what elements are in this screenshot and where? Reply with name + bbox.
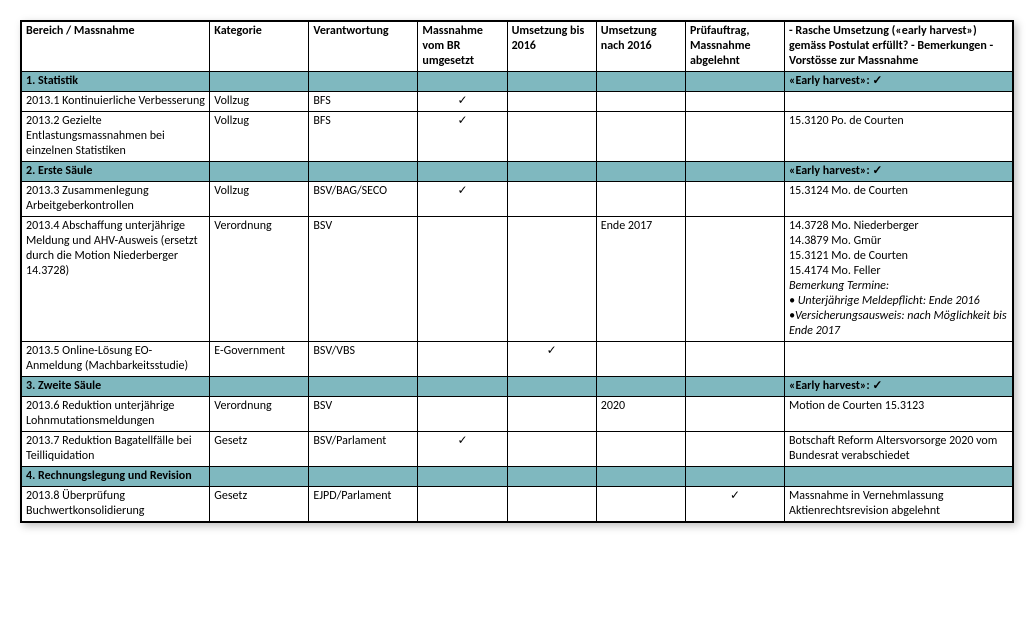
rem-em: • Unterjährige Meldepflicht: Ende 2016 [789,294,980,308]
col-kategorie: Kategorie [210,22,309,72]
section-remark: «Early harvest»: ✓ [785,72,1013,92]
cell-remark: 15.3124 Mo. de Courten [785,182,1013,217]
table-row: 2013.4 Abschaffung unterjährige Meldung … [22,217,1013,342]
table-row: 2013.6 Reduktion unterjährige Lohnmutati… [22,397,1013,432]
cell-check: ✓ [418,182,507,217]
cell-massnahme: 2013.3 Zusammenlegung Arbeitgeberkontrol… [22,182,210,217]
cell-check: ✓ [418,432,507,467]
rem-line: 15.4174 Mo. Feller [789,264,881,278]
col-abgelehnt: Prüfauftrag, Massnahme abgelehnt [685,22,784,72]
table-row: 2013.1 Kontinuierliche Verbesserung Voll… [22,92,1013,112]
section-remark [785,467,1013,487]
cell-massnahme: 2013.1 Kontinuierliche Verbesserung [22,92,210,112]
cell-remark [785,92,1013,112]
cell-massnahme: 2013.6 Reduktion unterjährige Lohnmutati… [22,397,210,432]
col-nach2016: Umsetzung nach 2016 [596,22,685,72]
cell-verantwortung: BSV/VBS [309,342,418,377]
cell-verantwortung: BSV/Parlament [309,432,418,467]
cell-kategorie: Gesetz [210,487,309,522]
cell-remark: Massnahme in Vernehmlassung Aktienrechts… [785,487,1013,522]
section-remark: «Early harvest»: ✓ [785,162,1013,182]
cell-remark: 14.3728 Mo. Niederberger 14.3879 Mo. Gmü… [785,217,1013,342]
table-row: 2013.5 Online-Lösung EO-Anmeldung (Machb… [22,342,1013,377]
cell-check: ✓ [507,342,596,377]
cell-verantwortung: BSV/BAG/SECO [309,182,418,217]
section-label: 4. Rechnungslegung und Revision [22,467,210,487]
cell-kategorie: Gesetz [210,432,309,467]
section-row: 3. Zweite Säule «Early harvest»: ✓ [22,377,1013,397]
cell-remark [785,342,1013,377]
section-label: 2. Erste Säule [22,162,210,182]
col-umgesetzt: Massnahme vom BR umgesetzt [418,22,507,72]
header-row: Bereich / Massnahme Kategorie Verantwort… [22,22,1013,72]
cell-kategorie: Vollzug [210,92,309,112]
section-row: 4. Rechnungslegung und Revision [22,467,1013,487]
cell-check: ✓ [685,487,784,522]
cell-kategorie: Verordnung [210,397,309,432]
cell-verantwortung: BFS [309,112,418,162]
rem-line: 14.3728 Mo. Niederberger [789,219,919,233]
section-remark: «Early harvest»: ✓ [785,377,1013,397]
section-label: 1. Statistik [22,72,210,92]
rem-line: 14.3879 Mo. Gmür [789,234,881,248]
col-verantwortung: Verantwortung [309,22,418,72]
cell-massnahme: 2013.4 Abschaffung unterjährige Meldung … [22,217,210,342]
cell-kategorie: Vollzug [210,112,309,162]
cell-massnahme: 2013.5 Online-Lösung EO-Anmeldung (Machb… [22,342,210,377]
cell-kategorie: Verordnung [210,217,309,342]
cell-remark: Botschaft Reform Altersvorsorge 2020 vom… [785,432,1013,467]
section-row: 1. Statistik «Early harvest»: ✓ [22,72,1013,92]
cell-remark: Motion de Courten 15.3123 [785,397,1013,432]
cell-massnahme: 2013.2 Gezielte Entlastungsmassnahmen be… [22,112,210,162]
cell-remark: 15.3120 Po. de Courten [785,112,1013,162]
rem-em: •Versicherungsausweis: nach Möglichkeit … [789,309,1007,338]
table-row: 2013.2 Gezielte Entlastungsmassnahmen be… [22,112,1013,162]
measures-table-container: Bereich / Massnahme Kategorie Verantwort… [20,20,1014,523]
cell-nach2016: 2020 [596,397,685,432]
cell-verantwortung: BSV [309,217,418,342]
table-row: 2013.8 Überprüfung Buchwertkonsolidierun… [22,487,1013,522]
cell-verantwortung: EJPD/Parlament [309,487,418,522]
cell-kategorie: E-Government [210,342,309,377]
section-label: 3. Zweite Säule [22,377,210,397]
rem-em: Bemerkung Termine: [789,279,889,293]
cell-massnahme: 2013.8 Überprüfung Buchwertkonsolidierun… [22,487,210,522]
col-bis2016: Umsetzung bis 2016 [507,22,596,72]
rem-line: 15.3121 Mo. de Courten [789,249,908,263]
table-row: 2013.7 Reduktion Bagatellfälle bei Teill… [22,432,1013,467]
table-row: 2013.3 Zusammenlegung Arbeitgeberkontrol… [22,182,1013,217]
cell-verantwortung: BSV [309,397,418,432]
cell-check: ✓ [418,92,507,112]
cell-massnahme: 2013.7 Reduktion Bagatellfälle bei Teill… [22,432,210,467]
cell-verantwortung: BFS [309,92,418,112]
col-bereich: Bereich / Massnahme [22,22,210,72]
section-row: 2. Erste Säule «Early harvest»: ✓ [22,162,1013,182]
cell-check: ✓ [418,112,507,162]
cell-kategorie: Vollzug [210,182,309,217]
measures-table: Bereich / Massnahme Kategorie Verantwort… [21,21,1013,522]
cell-nach2016: Ende 2017 [596,217,685,342]
col-bemerkungen: - Rasche Umsetzung («early harvest») gem… [785,22,1013,72]
